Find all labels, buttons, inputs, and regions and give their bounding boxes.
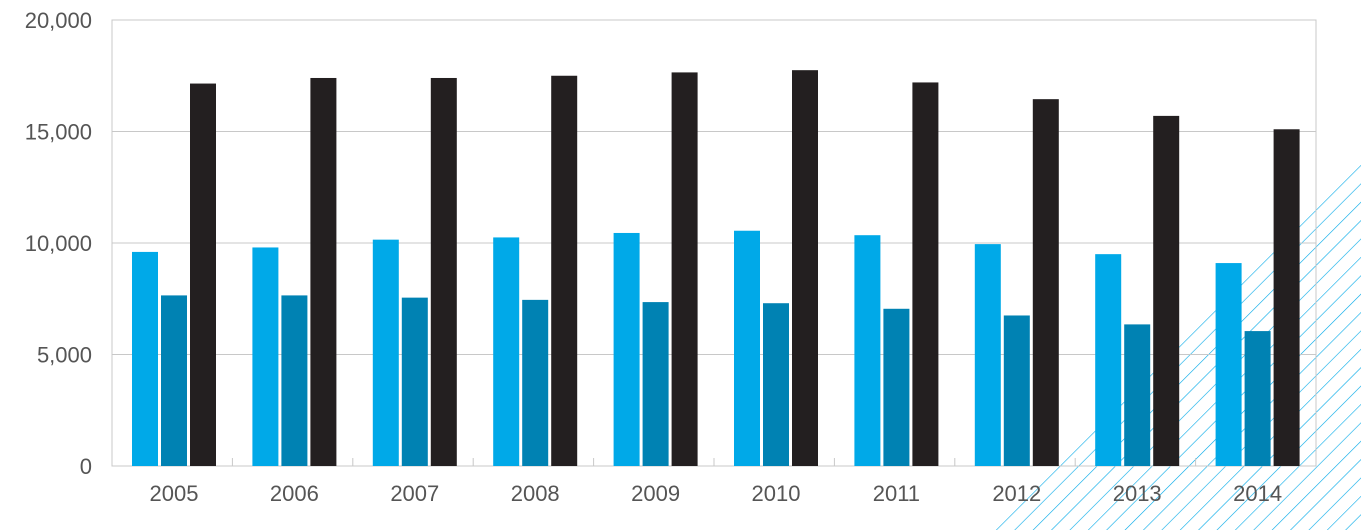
bar <box>252 247 279 466</box>
bar <box>372 239 399 466</box>
x-tick-label: 2011 <box>873 481 920 506</box>
bar <box>854 235 881 466</box>
bar <box>763 303 789 466</box>
y-tick-label: 5,000 <box>37 343 92 368</box>
x-tick-label: 2007 <box>390 481 439 506</box>
bar <box>1215 263 1242 466</box>
bar <box>1273 129 1300 466</box>
y-axis: 0 5,000 10,000 15,000 20,000 <box>25 8 92 479</box>
bar <box>1153 115 1180 466</box>
bar <box>1032 99 1059 466</box>
bar <box>642 302 669 466</box>
bar <box>551 75 578 466</box>
bar <box>281 295 308 466</box>
bar <box>190 83 216 467</box>
bar <box>912 82 939 466</box>
y-tick-label: 20,000 <box>25 8 92 33</box>
bar <box>974 244 1001 466</box>
y-tick-label: 15,000 <box>25 120 92 145</box>
bar <box>161 295 187 466</box>
bar <box>792 70 818 467</box>
x-tick-label: 2006 <box>270 481 319 506</box>
bar <box>1003 315 1030 466</box>
bar <box>401 297 428 466</box>
bar <box>613 232 640 466</box>
bar <box>132 251 158 466</box>
y-tick-label: 0 <box>80 454 92 479</box>
x-tick-label: 2005 <box>150 481 199 506</box>
x-tick-label: 2010 <box>752 481 801 506</box>
bar <box>1095 254 1122 466</box>
bar <box>883 308 910 466</box>
bar <box>734 230 760 466</box>
bar <box>522 299 549 466</box>
bar <box>493 237 520 466</box>
bar <box>1244 331 1271 466</box>
bar <box>430 77 457 466</box>
bar <box>1124 324 1151 466</box>
x-tick-label: 2013 <box>1113 481 1162 506</box>
y-tick-label: 10,000 <box>25 231 92 256</box>
bar <box>310 77 337 466</box>
x-axis: 2005 2006 2007 2008 2009 2010 2011 2012 2013 2014 <box>150 458 1282 506</box>
x-tick-label: 2009 <box>631 481 680 506</box>
bar <box>671 72 698 466</box>
x-tick-label: 2012 <box>992 481 1041 506</box>
x-tick-label: 2008 <box>511 481 560 506</box>
x-tick-label: 2014 <box>1233 481 1282 506</box>
bars <box>132 70 1300 467</box>
